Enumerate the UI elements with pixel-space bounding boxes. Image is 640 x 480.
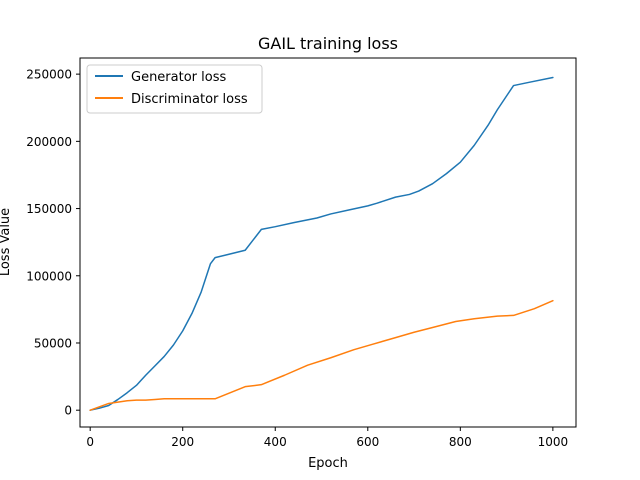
x-axis-label: Epoch [308, 456, 348, 471]
x-tick-label: 800 [449, 435, 472, 449]
legend-label-generator: Generator loss [131, 70, 226, 85]
y-tick-label: 150000 [26, 202, 72, 216]
y-axis-label: Loss Value [0, 208, 13, 276]
legend-label-discriminator: Discriminator loss [131, 92, 248, 107]
x-tick-label: 400 [264, 435, 287, 449]
x-axis-ticks: 0 200 400 600 800 1000 [86, 427, 568, 449]
y-tick-label: 100000 [26, 269, 72, 283]
y-tick-label: 0 [64, 404, 72, 418]
y-tick-label: 50000 [34, 336, 72, 350]
y-tick-label: 200000 [26, 135, 72, 149]
series-line-discriminator [89, 299, 554, 411]
x-tick-label: 1000 [538, 435, 569, 449]
chart-title: GAIL training loss [258, 34, 398, 53]
y-tick-label: 250000 [26, 68, 72, 82]
plot-area-frame [79, 57, 577, 428]
legend-box [86, 64, 263, 114]
series-line-generator [89, 76, 554, 411]
x-tick-label: 600 [356, 435, 379, 449]
x-tick-label: 0 [86, 435, 94, 449]
plot-lines [89, 76, 554, 411]
legend: Generator loss Discriminator loss [86, 64, 263, 114]
x-tick-label: 200 [171, 435, 194, 449]
y-axis-ticks: 0 50000 100000 150000 200000 250000 [26, 68, 80, 418]
